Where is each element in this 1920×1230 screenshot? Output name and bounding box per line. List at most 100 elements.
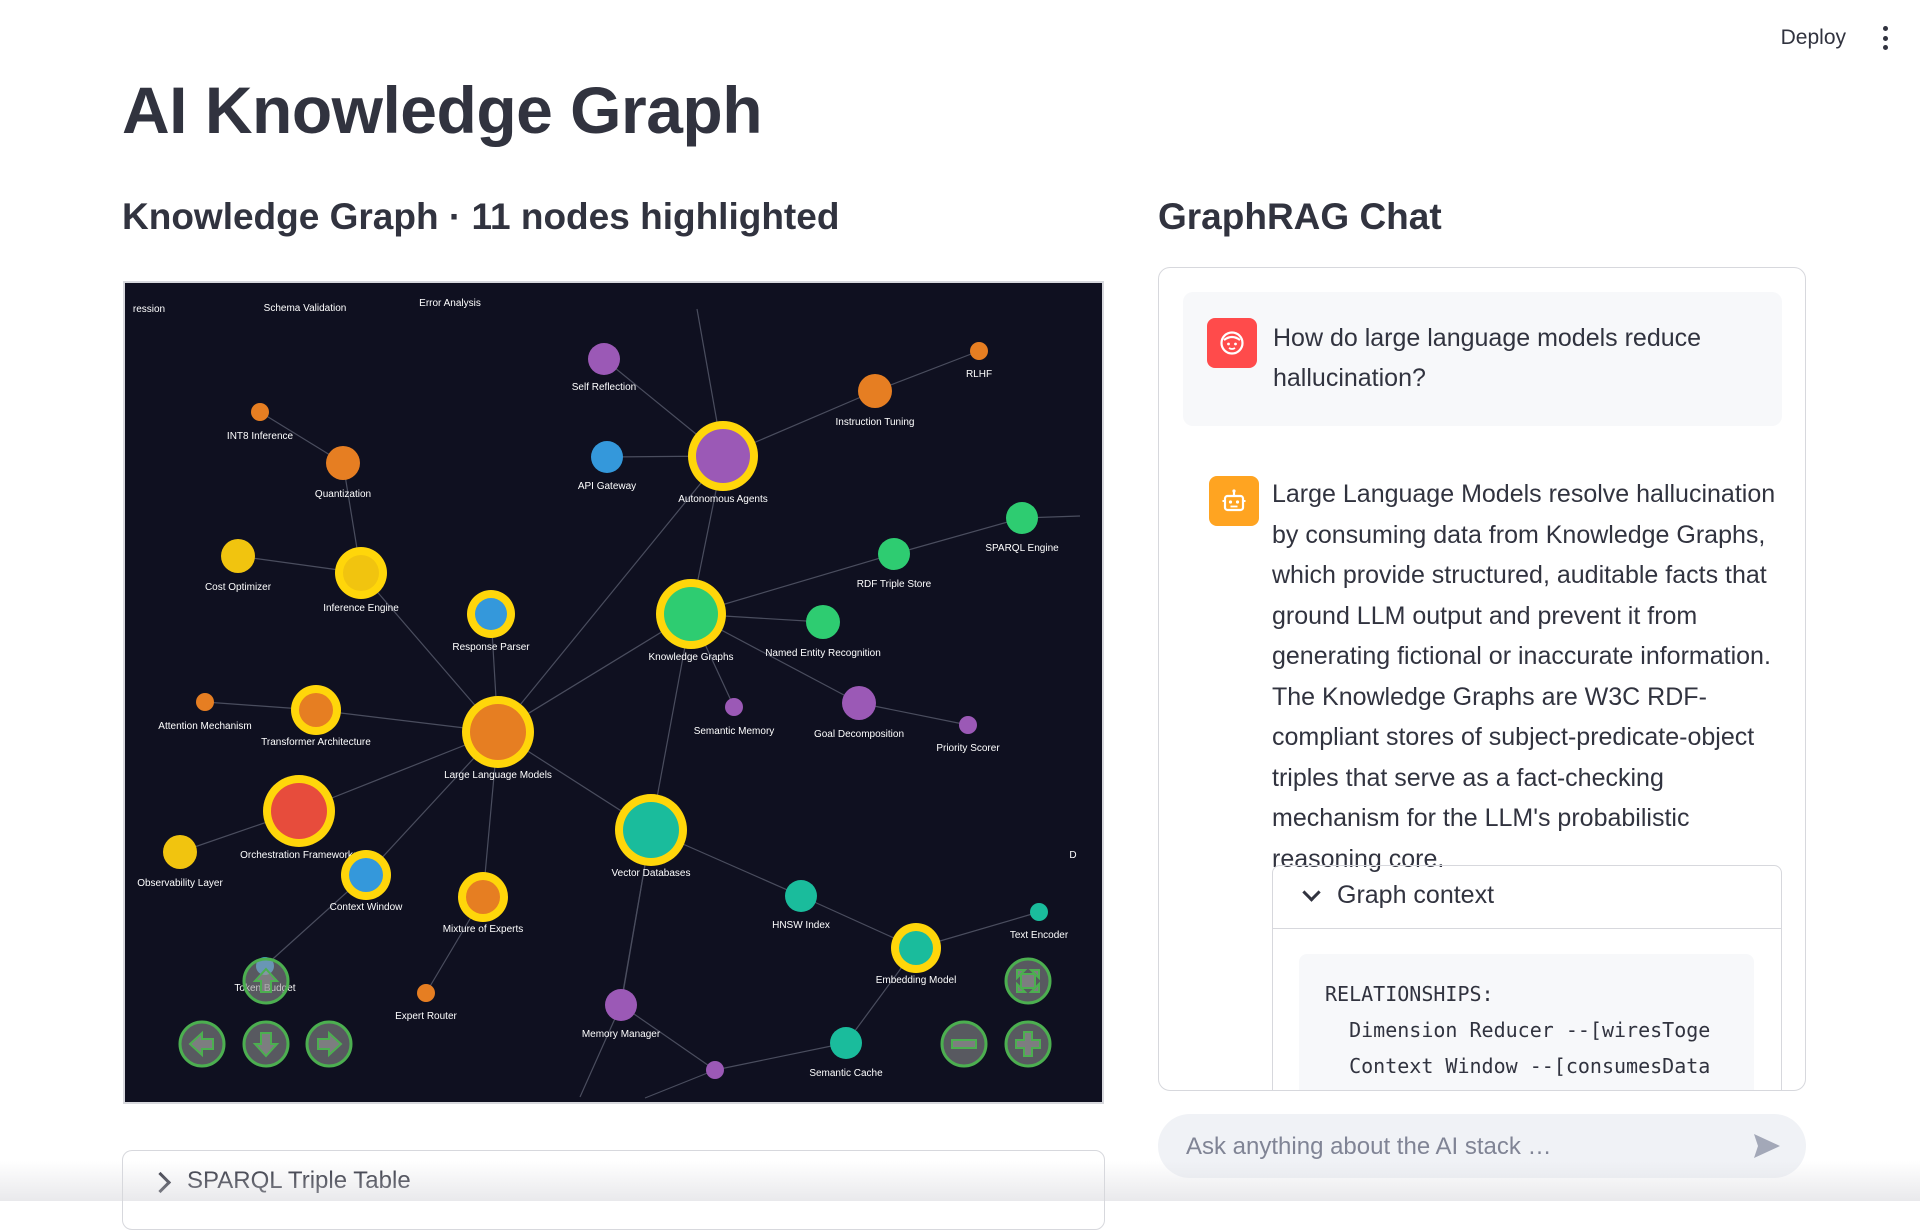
graph-node-dimred[interactable]: D [1069,850,1076,861]
node-circle [221,539,255,573]
graph-svg[interactable]: ression Schema Validation Error Analysis Se… [125,283,1102,1102]
graph-node-router[interactable]: Expert Router [395,984,458,1022]
node-label: Attention Mechanism [158,721,251,732]
arrow-up-icon[interactable] [242,957,290,1005]
node-label: Context Window [330,902,404,913]
node-label: Schema Validation [264,303,347,314]
graph-node-ner[interactable]: Named Entity Recognition [765,605,881,659]
node-circle [725,698,743,716]
zoom-in-icon[interactable] [1004,1020,1052,1068]
graph-node-goal[interactable]: Goal Decomposition [814,686,904,740]
node-circle [466,880,500,914]
graph-node-rlhf[interactable]: RLHF [966,342,992,380]
user-message-text: How do large language models reduce hall… [1273,324,1702,392]
node-circle [959,716,977,734]
graph-node-memmgr[interactable]: Memory Manager [582,989,661,1040]
fit-icon[interactable] [1004,957,1052,1005]
node-circle [696,429,750,483]
node-label: Orchestration Frameworks [240,850,358,861]
graph-node-semmem[interactable]: Semantic Memory [694,698,775,737]
graph-node-obs[interactable]: Observability Layer [137,835,223,889]
graph-node-instr[interactable]: Instruction Tuning [836,374,915,428]
graph-edge [497,613,692,733]
graph-node-rdf[interactable]: RDF Triple Store [857,538,932,590]
graph-node-embed[interactable]: Embedding Model [876,923,957,986]
graph-edge [620,1004,716,1071]
zoom-out-icon[interactable] [940,1020,988,1068]
node-label: Mixture of Experts [443,924,524,935]
graph-node-cost[interactable]: Cost Optimizer [205,539,272,593]
sparql-table-expander[interactable]: SPARQL Triple Table [122,1150,1105,1230]
arrow-right-icon[interactable] [305,1020,353,1068]
node-label: Inference Engine [323,603,399,614]
graph-node-transf[interactable]: Transformer Architecture [261,685,371,748]
node-circle [591,441,623,473]
page-title: AI Knowledge Graph [122,73,763,147]
chat-input[interactable] [1184,1114,1748,1180]
graph-node-purple2[interactable] [706,1061,724,1079]
graph-node-hnsw[interactable]: HNSW Index [772,880,830,931]
graph-context-header[interactable]: Graph context [1273,866,1781,929]
graph-node-schema[interactable]: Schema Validation [264,303,347,314]
code-line: RELATIONSHIPS: [1325,982,1494,1006]
graph-node-infer[interactable]: Inference Engine [323,547,399,614]
graph-node-sparql[interactable]: SPARQL Engine [985,502,1059,554]
node-circle [785,880,817,912]
chat-input-bar [1158,1114,1806,1180]
graph-node-moe[interactable]: Mixture of Experts [443,872,524,935]
graph-edge [874,350,980,392]
graph-node-orch[interactable]: Orchestration Frameworks [240,775,358,861]
graph-node-selfref[interactable]: Self Reflection [572,343,636,393]
node-label: Memory Manager [582,1029,661,1040]
node-label: Named Entity Recognition [765,648,881,659]
deploy-button[interactable]: Deploy [1780,26,1846,49]
node-circle [251,403,269,421]
node-label: Large Language Models [444,770,552,781]
node-circle [878,538,910,570]
node-circle [806,605,840,639]
node-label: RLHF [966,369,992,380]
code-line: Dimension Reducer --[wiresToge [1325,1018,1711,1042]
graph-context-code: RELATIONSHIPS: Dimension Reducer --[wire… [1299,954,1754,1090]
graph-node-ression[interactable]: ression [133,304,165,315]
node-label: Vector Databases [612,868,691,879]
sparql-table-expander-label: SPARQL Triple Table [187,1167,411,1194]
node-label: Semantic Memory [694,726,775,737]
graph-node-semcache[interactable]: Semantic Cache [809,1027,883,1079]
node-label: Quantization [315,489,371,500]
user-avatar-icon [1207,318,1257,368]
graph-node-apigw[interactable]: API Gateway [578,441,636,492]
graph-node-prio[interactable]: Priority Scorer [936,716,1000,754]
knowledge-graph-canvas[interactable]: ression Schema Validation Error Analysis Se… [123,281,1104,1104]
arrow-left-icon[interactable] [178,1020,226,1068]
node-circle [343,555,379,591]
send-icon[interactable] [1752,1132,1782,1160]
kebab-vertical-icon[interactable] [1880,26,1890,50]
graph-node-vdb[interactable]: Vector Databases [612,794,691,879]
node-circle [588,343,620,375]
assistant-avatar-icon [1209,476,1259,526]
graph-node-int8[interactable]: INT8 Inference [227,403,294,442]
user-message: How do large language models reduce hall… [1183,292,1782,426]
graph-node-ctxw[interactable]: Context Window [330,850,404,913]
node-label: Expert Router [395,1011,457,1022]
graph-edge [858,702,969,726]
graph-node-textenc[interactable]: Text Encoder [1010,903,1069,941]
graph-context-label: Graph context [1337,881,1495,909]
node-circle [417,984,435,1002]
node-label: Autonomous Agents [678,494,768,505]
graph-node-kg[interactable]: Knowledge Graphs [648,579,734,663]
chat-history[interactable]: How do large language models reduce hall… [1158,267,1806,1091]
graph-context-expander[interactable]: Graph context RELATIONSHIPS: Dimension R… [1272,865,1782,1090]
node-circle [842,686,876,720]
graph-node-attn[interactable]: Attention Mechanism [158,693,252,732]
graph-node-resp[interactable]: Response Parser [452,590,530,653]
arrow-down-icon[interactable] [242,1020,290,1068]
node-label: Text Encoder [1010,930,1069,941]
graph-node-error[interactable]: Error Analysis [419,298,481,309]
graph-node-quant[interactable]: Quantization [315,446,371,500]
node-circle [196,693,214,711]
graph-node-llm[interactable]: Large Language Models [444,696,552,781]
node-label: INT8 Inference [227,431,294,442]
graph-node-agents[interactable]: Autonomous Agents [678,421,768,505]
